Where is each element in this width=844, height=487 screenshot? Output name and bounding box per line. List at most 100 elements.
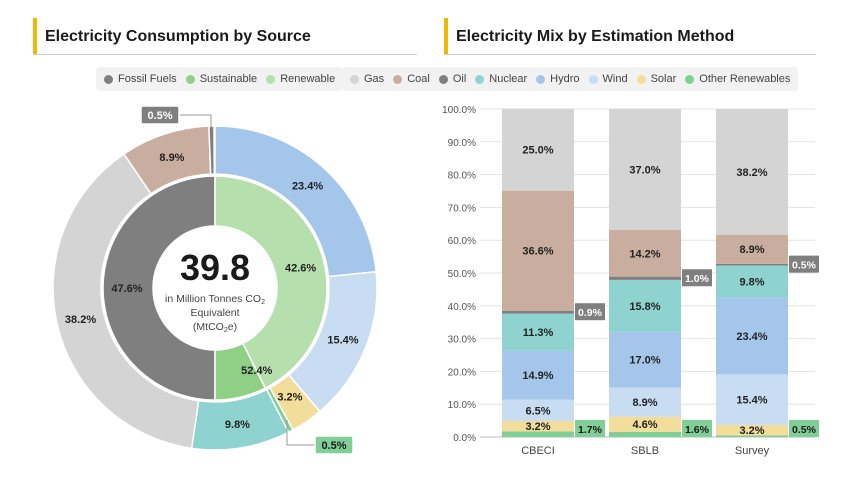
callout-line-oil — [178, 114, 212, 128]
center-line3-sub: 2 — [224, 327, 228, 334]
legend-swatch — [685, 74, 695, 84]
legend-item-solar: Solar — [636, 73, 677, 85]
bar-value-label: 8.9% — [739, 244, 764, 256]
outer-label-nuclear: 9.8% — [225, 419, 250, 431]
bar-value-label: 17.0% — [629, 355, 660, 367]
inner-label-renewable: 42.6% — [285, 263, 316, 275]
bar-value-label: 23.4% — [736, 331, 767, 343]
bar-segment-solar-survey — [716, 424, 788, 436]
bar-callout-label: 0.9% — [578, 307, 603, 319]
bar-segment-nuclear-sblb — [609, 279, 681, 332]
y-tick-label: 30.0% — [448, 335, 476, 346]
stacked-bar-chart: 0.0% 10.0% 20.0% 30.0% 40.0% 50.0% 60.0% 70.0% 8… — [442, 105, 819, 457]
bar-callout-box — [575, 303, 605, 321]
y-tick-label: 60.0% — [448, 236, 476, 247]
legend-swatch — [104, 74, 113, 84]
center-line3-end: e) — [228, 321, 237, 333]
y-tick-label: 80.0% — [448, 171, 476, 182]
outer-label-solar: 3.2% — [277, 392, 302, 404]
bar-value-label: 4.6% — [632, 419, 657, 431]
x-category-label: Survey — [735, 445, 770, 457]
y-tick-label: 90.0% — [448, 138, 476, 149]
inner-slice-fossil-fuels — [102, 175, 216, 401]
bar-segment-other-renewables-survey — [716, 435, 788, 437]
bar-callout-box — [682, 420, 712, 437]
legend-item-sustainable: Sustainable — [185, 73, 258, 85]
center-line1-sub: 2 — [261, 299, 265, 306]
center-line2: Equivalent — [190, 307, 239, 319]
legend-item-renewable: Renewable — [266, 73, 335, 85]
legend-label: Wind — [602, 73, 628, 85]
bar-value-label: 15.8% — [629, 301, 660, 313]
legend-label: Hydro — [550, 73, 580, 85]
bar-segment-oil-sblb — [609, 276, 681, 280]
bar-segment-solar-cbeci — [502, 420, 574, 432]
bar-segment-nuclear-survey — [716, 265, 788, 298]
callout-label-oil: 0.5% — [147, 110, 172, 122]
center-line3-text: (MtCO — [193, 321, 224, 333]
bar-segment-wind-survey — [716, 374, 788, 425]
left-legend: Fossil Fuels Sustainable Renewable — [96, 67, 344, 91]
outer-slice-gas — [52, 152, 200, 450]
legend-swatch — [588, 74, 598, 84]
callout-line-other-renewables — [286, 420, 315, 446]
bar-callout-box — [789, 420, 819, 437]
legend-label: Sustainable — [199, 73, 258, 85]
y-tick-label: 20.0% — [448, 367, 476, 378]
bar-value-label: 3.2% — [739, 425, 764, 437]
bar-value-label: 25.0% — [522, 145, 553, 157]
bar-value-label: 14.2% — [629, 248, 660, 260]
bar-segment-wind-cbeci — [502, 399, 574, 421]
legend-label: Solar — [650, 73, 677, 85]
legend-swatch — [350, 74, 359, 84]
x-category-label: SBLB — [631, 445, 659, 457]
y-tick-label: 10.0% — [448, 400, 476, 411]
bar-value-label: 3.2% — [525, 421, 550, 433]
inner-slice-sustainable — [214, 342, 267, 401]
bar-segment-solar-sblb — [609, 416, 681, 432]
outer-label-wind: 15.4% — [327, 335, 358, 347]
bar-value-label: 8.9% — [632, 397, 657, 409]
bar-segment-coal-sblb — [609, 230, 681, 277]
legend-swatch — [266, 74, 276, 84]
y-tick-label: 70.0% — [448, 203, 476, 214]
legend-item-wind: Wind — [588, 73, 628, 85]
legend-label: Renewable — [280, 73, 336, 85]
outer-label-hydro: 23.4% — [292, 181, 323, 193]
legend-label: Oil — [452, 73, 467, 85]
donut-center-label: 39.8 in Million Tonnes CO2 Equivalent (M… — [165, 247, 265, 334]
legend-label: Other Renewables — [699, 73, 791, 85]
bar-value-label: 6.5% — [525, 405, 550, 417]
legend-item-gas: Gas — [350, 73, 384, 85]
center-value: 39.8 — [180, 247, 250, 288]
bar-segment-hydro-survey — [716, 297, 788, 375]
bar-callout-label: 0.5% — [792, 424, 817, 436]
bar-callout-label: 1.7% — [578, 424, 603, 436]
y-tick-label: 100.0% — [442, 105, 476, 116]
outer-label-gas: 38.2% — [65, 314, 96, 326]
right-panel-title: Electricity Mix by Estimation Method — [444, 18, 816, 55]
legend-item-coal: Coal — [393, 73, 430, 85]
bar-segment-gas-cbeci — [502, 108, 574, 191]
bar-callout-box — [789, 255, 819, 273]
callout-label-other-renewables: 0.5% — [321, 440, 346, 452]
legend-swatch — [438, 74, 448, 84]
y-tick-label: 0.0% — [453, 433, 476, 444]
legend-label: Nuclear — [489, 73, 528, 85]
bar-value-label: 37.0% — [629, 164, 660, 176]
title-accent-bar — [444, 18, 448, 54]
legend-item-oil: Oil — [438, 73, 467, 85]
x-category-label: CBECI — [521, 445, 555, 457]
y-tick-label: 50.0% — [448, 269, 476, 280]
bar-segment-hydro-sblb — [609, 331, 681, 388]
bar-callout-box — [575, 420, 605, 437]
legend-swatch — [536, 74, 546, 84]
right-title-text: Electricity Mix by Estimation Method — [456, 28, 735, 45]
legend-swatch — [475, 74, 485, 84]
bar-value-label: 14.9% — [522, 370, 553, 382]
bar-segment-wind-sblb — [609, 387, 681, 417]
legend-label: Gas — [364, 73, 385, 85]
bar-segment-gas-survey — [716, 109, 788, 235]
left-title-text: Electricity Consumption by Source — [45, 28, 311, 45]
